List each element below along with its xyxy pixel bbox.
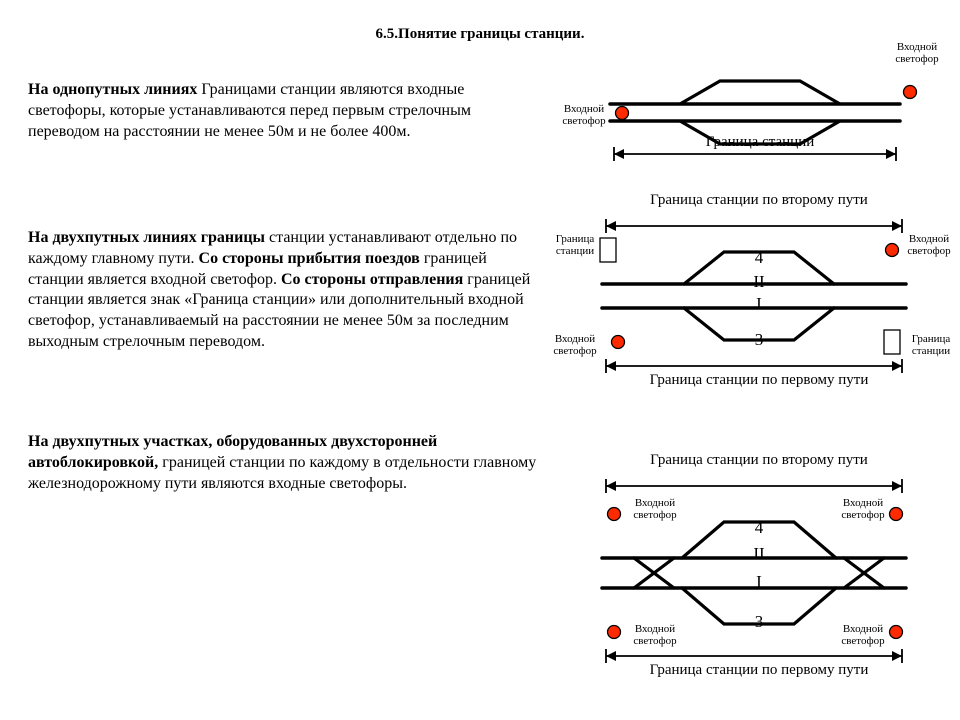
paragraph-3: На двухпутных участках, оборудованных дв…: [28, 432, 538, 494]
d3-label-boundary-bot: Граница станции по первому пути: [644, 662, 874, 679]
paragraph-2: На двухпутных линиях границы станции уст…: [28, 228, 538, 353]
diagram-autolock: Входнойсветофор Входнойсветофор Входнойс…: [544, 440, 954, 690]
diagram-3-svg: [544, 440, 954, 690]
d2-num-I: I: [744, 294, 774, 314]
d2-label-entry-right: Входнойсветофор: [906, 234, 952, 257]
d2-num-4: 4: [744, 248, 774, 268]
d2-label-entry-leftbot: Входнойсветофор: [550, 334, 600, 357]
d2-label-boundary-top: Граница станции по второму пути: [644, 192, 874, 209]
d3-label-boundary-top: Граница станции по второму пути: [644, 452, 874, 469]
d2-label-boundary-bot: Граница станции по первому пути: [644, 372, 874, 389]
p2a-bold: На двухпутных линиях границы: [28, 229, 265, 246]
d3-num-I: I: [744, 572, 774, 592]
d3-label-entry-lb: Входнойсветофор: [630, 624, 680, 647]
diagram-double-track: Границастанции Входнойсветофор Входнойсв…: [544, 186, 954, 406]
p2c-bold: Со стороны отправления: [281, 271, 463, 288]
p2b-bold: Со стороны прибытия поездов: [199, 250, 420, 267]
d3-label-entry-rt: Входнойсветофор: [838, 498, 888, 521]
d2-label-sign-right: Границастанции: [908, 334, 954, 357]
p1-bold: На однопутных линиях: [28, 81, 197, 98]
d1-label-entry-left: Входнойсветофор: [560, 104, 608, 127]
paragraph-1: На однопутных линиях Границами станции я…: [28, 80, 538, 142]
d2-num-3: 3: [744, 330, 774, 350]
d3-num-4: 4: [744, 518, 774, 538]
d3-num-II: II: [744, 544, 774, 564]
d2-num-II: II: [744, 272, 774, 292]
d1-label-entry-right: Входнойсветофор: [888, 42, 946, 65]
diagram-single-track: Входнойсветофор Входнойсветофор Граница …: [550, 36, 950, 166]
d3-num-3: 3: [744, 612, 774, 632]
d1-label-boundary: Граница станции: [680, 134, 840, 151]
d3-label-entry-rb: Входнойсветофор: [838, 624, 888, 647]
d2-label-sign-left: Границастанции: [552, 234, 598, 257]
d3-label-entry-lt: Входнойсветофор: [630, 498, 680, 521]
